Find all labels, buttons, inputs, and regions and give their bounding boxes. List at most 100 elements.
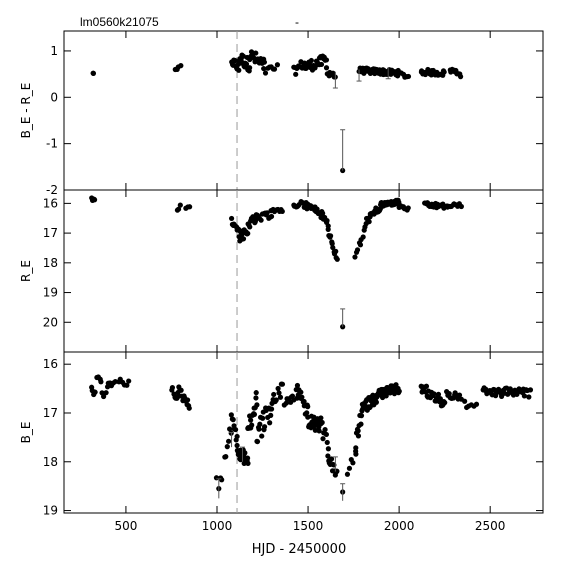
data-point [358, 413, 365, 419]
data-point [243, 61, 250, 67]
data-point [352, 254, 358, 260]
data-point [318, 415, 324, 421]
data-point [98, 379, 104, 385]
data-point [405, 205, 411, 211]
data-point [234, 442, 240, 449]
data-point [273, 397, 279, 403]
data-point [251, 411, 258, 418]
y-tick-label: 19 [43, 504, 58, 518]
data-point [354, 247, 361, 253]
data-point [232, 57, 238, 64]
x-tick-label: 1000 [202, 519, 233, 533]
data-point [240, 236, 247, 242]
data-point [228, 215, 235, 222]
data-point [254, 438, 261, 445]
data-point [318, 61, 325, 68]
data-point [350, 460, 356, 466]
data-point [446, 391, 452, 397]
data-point [456, 392, 463, 398]
data-point [344, 471, 351, 477]
y-tick-label: 17 [43, 406, 58, 420]
data-point [91, 197, 98, 203]
data-point [236, 67, 242, 73]
data-point [256, 426, 262, 432]
panel-frame-blue [63, 351, 544, 514]
data-point [271, 391, 277, 398]
points-red [89, 195, 464, 330]
data-point [473, 401, 480, 407]
data-point [101, 393, 107, 400]
y-tick-label: -1 [46, 137, 58, 151]
data-point [268, 213, 275, 220]
y-tick-label: 17 [43, 226, 58, 240]
panel-frame-color [63, 30, 544, 191]
data-point [223, 454, 229, 460]
data-point [293, 71, 299, 77]
data-point [355, 428, 361, 434]
data-point [245, 230, 251, 237]
data-point [357, 242, 364, 248]
data-point [277, 394, 284, 400]
data-point [435, 391, 442, 397]
data-point [254, 402, 260, 408]
data-point [346, 465, 353, 471]
data-point [325, 446, 331, 452]
data-point [275, 385, 281, 392]
points-blue [89, 374, 534, 501]
data-point [126, 378, 132, 384]
y-tick-label: 18 [43, 455, 58, 469]
data-point [261, 424, 268, 430]
data-point [405, 73, 412, 80]
data-point [323, 431, 329, 438]
panel-red: 16 17 18 19 20 R_E [19, 189, 544, 353]
data-point [283, 400, 289, 406]
data-point [458, 203, 464, 210]
data-point [325, 226, 331, 232]
data-point [262, 70, 269, 76]
subtitle-label: - [295, 15, 299, 29]
data-point [437, 396, 443, 402]
data-point [228, 412, 234, 418]
data-point [227, 426, 233, 432]
x-tick-label: 2500 [475, 519, 506, 533]
data-point [271, 66, 278, 72]
data-point [247, 224, 253, 230]
data-point [103, 390, 109, 396]
x-tick-label: 2000 [384, 519, 415, 533]
data-point [242, 450, 248, 456]
y-axis-title-red: R_E [19, 260, 33, 282]
data-point [442, 400, 448, 406]
data-point [248, 417, 254, 423]
data-point [186, 405, 192, 411]
data-point [225, 438, 232, 444]
data-point [328, 456, 335, 462]
data-point [298, 389, 304, 395]
data-point [325, 453, 331, 459]
data-point [373, 399, 379, 405]
y-tick-label: -2 [46, 183, 58, 197]
y-axis-title-blue: B_E [19, 422, 33, 444]
data-point [457, 74, 464, 80]
y-tick-label: 18 [43, 256, 58, 270]
data-point [329, 241, 335, 247]
data-point [323, 57, 330, 63]
data-point [124, 382, 130, 388]
data-point [268, 412, 274, 418]
data-point [305, 404, 311, 410]
data-point [355, 433, 362, 439]
data-point [247, 65, 253, 71]
data-point [334, 256, 340, 262]
panel-blue: 16 17 18 19 B_E [19, 351, 544, 518]
data-point [301, 398, 307, 405]
data-point [319, 419, 325, 426]
data-point [264, 210, 270, 216]
data-point [175, 206, 182, 212]
data-point [323, 65, 330, 71]
data-point [258, 217, 264, 223]
data-point [526, 394, 532, 400]
data-point [234, 433, 240, 440]
data-point [396, 388, 402, 394]
data-point [178, 387, 184, 393]
x-tick-label: 500 [114, 519, 137, 533]
